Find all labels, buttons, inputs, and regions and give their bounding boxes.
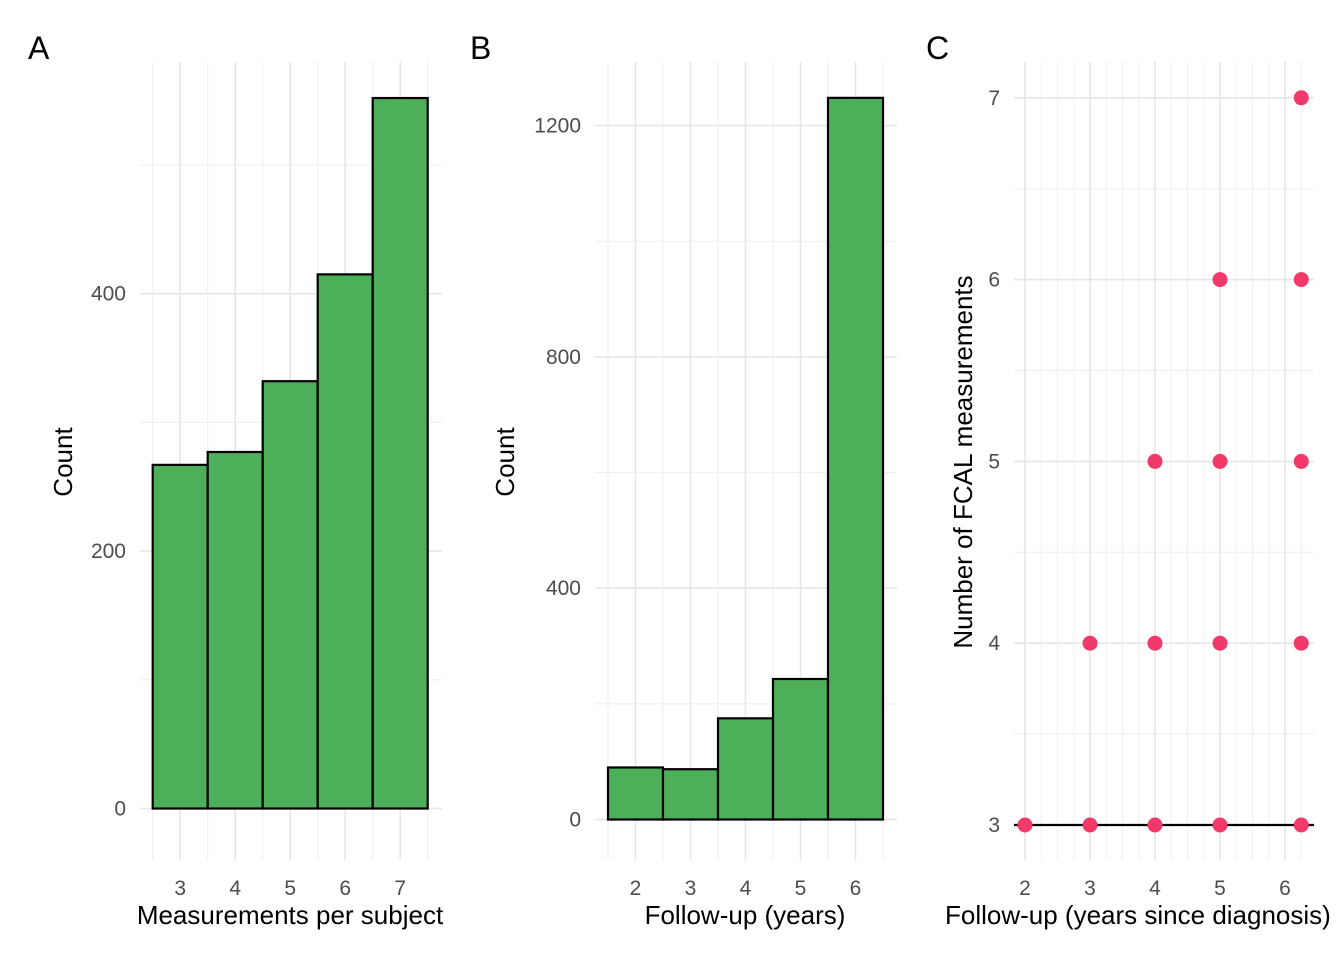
panel-label-a: A — [28, 30, 50, 66]
panel-b-y-tick-label: 400 — [546, 577, 581, 600]
panel-a: A 3 4 5 6 7 0 200 400 Measurements per subject… — [28, 30, 444, 930]
panel-b-x-tick-label: 5 — [795, 877, 807, 900]
panel-c-point — [1293, 272, 1309, 288]
panel-b-x-tick-label: 4 — [740, 877, 752, 900]
panel-a-y-ticks: 0 200 400 — [91, 283, 126, 821]
panel-a-bar — [206, 450, 264, 810]
panel-label-b: B — [470, 30, 491, 66]
panel-c-points — [1014, 90, 1314, 833]
panel-a-x-axis-title: Measurements per subject — [137, 900, 444, 930]
panel-b-y-tick-label: 0 — [569, 809, 581, 832]
panel-c-y-tick-label: 6 — [988, 269, 1000, 292]
panel-a-y-tick-label: 200 — [91, 540, 126, 563]
panel-c-y-tick-label: 3 — [988, 814, 1000, 837]
panel-b-y-ticks: 0 400 800 1200 — [534, 115, 581, 832]
panel-c-point — [1293, 453, 1309, 469]
panel-a-bar — [371, 96, 429, 810]
panel-a-x-tick-label: 4 — [229, 877, 241, 900]
panel-a-x-ticks: 3 4 5 6 7 — [174, 877, 406, 900]
panel-c-y-axis-title: Number of FCAL measurements — [948, 275, 978, 648]
panel-b: B 2 3 4 5 6 0 400 800 1200 Follow-up (years) Co… — [470, 30, 897, 930]
panel-c-x-tick-label: 3 — [1084, 877, 1096, 900]
panel-a-x-tick-label: 7 — [394, 877, 406, 900]
panel-c-y-ticks: 3 4 5 6 7 — [988, 87, 1000, 837]
panel-a-y-tick-label: 400 — [91, 283, 126, 306]
panel-c-point — [1147, 817, 1163, 833]
panel-c-x-tick-label: 6 — [1279, 877, 1291, 900]
panel-c-point — [1293, 90, 1309, 106]
panel-c-point — [1212, 453, 1228, 469]
panel-c-point — [1017, 817, 1033, 833]
panel-label-c: C — [926, 30, 949, 66]
panel-c-point — [1147, 635, 1163, 651]
panel-c-point — [1212, 817, 1228, 833]
panel-b-x-tick-label: 3 — [685, 877, 697, 900]
panel-a-y-tick-label: 0 — [114, 798, 126, 821]
panel-b-bar — [716, 717, 775, 821]
panel-c-x-tick-label: 2 — [1019, 877, 1031, 900]
panel-a-bar — [151, 463, 209, 810]
panel-c-x-tick-label: 5 — [1214, 877, 1226, 900]
panel-c-point — [1212, 635, 1228, 651]
panel-b-y-axis-title: Count — [490, 427, 520, 497]
panel-c-point — [1082, 635, 1098, 651]
panel-b-x-axis-title: Follow-up (years) — [645, 900, 846, 930]
panel-a-x-tick-label: 6 — [339, 877, 351, 900]
panel-c-point — [1293, 635, 1309, 651]
panel-b-bars — [606, 96, 885, 821]
panel-c-x-ticks: 2 3 4 5 6 — [1019, 877, 1291, 900]
panel-b-bar — [661, 768, 720, 821]
panel-c-point — [1147, 453, 1163, 469]
panel-b-x-ticks: 2 3 4 5 6 — [630, 877, 862, 900]
panel-a-bars — [151, 96, 429, 810]
panel-c-y-tick-label: 4 — [988, 632, 1000, 655]
panel-c-grid — [1014, 62, 1314, 860]
panel-a-y-axis-title: Count — [48, 427, 78, 497]
panel-b-bar — [771, 677, 830, 821]
panel-b-y-tick-label: 1200 — [534, 115, 581, 138]
panel-b-x-tick-label: 2 — [630, 877, 642, 900]
panel-c-point — [1293, 817, 1309, 833]
panel-a-bar — [316, 273, 374, 810]
panel-b-x-tick-label: 6 — [850, 877, 862, 900]
panel-c: C 2 3 4 5 6 3 4 5 6 7 Follow-up (years since dia… — [926, 30, 1331, 930]
panel-c-x-axis-title: Follow-up (years since diagnosis) — [945, 900, 1331, 930]
panel-c-point — [1212, 272, 1228, 288]
panel-a-bar — [261, 380, 319, 810]
panel-b-bar — [826, 96, 885, 821]
panel-a-x-tick-label: 3 — [174, 877, 186, 900]
panel-c-y-tick-label: 7 — [988, 87, 1000, 110]
panel-c-point — [1082, 817, 1098, 833]
panel-b-y-tick-label: 800 — [546, 346, 581, 369]
panel-a-x-tick-label: 5 — [284, 877, 296, 900]
panel-c-x-tick-label: 4 — [1149, 877, 1161, 900]
panel-b-bar — [606, 766, 665, 821]
panel-c-y-tick-label: 5 — [988, 450, 1000, 473]
